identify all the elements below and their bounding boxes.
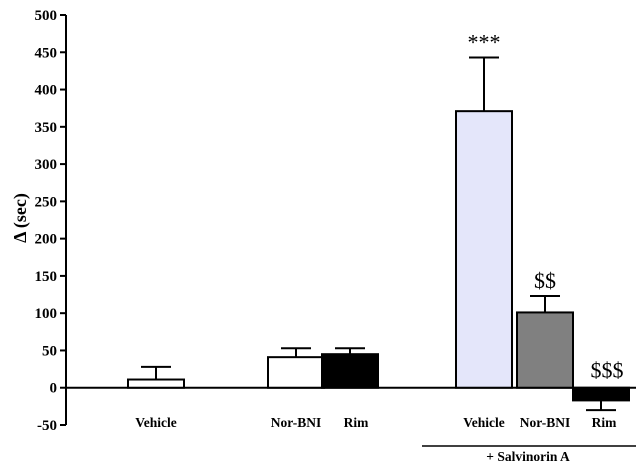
bar	[127, 378, 185, 389]
bar	[516, 311, 574, 389]
category-label: Vehicle	[135, 415, 177, 430]
y-tick-label: 200	[35, 232, 58, 248]
chart-bars	[127, 56, 630, 412]
y-tick-label: 50	[42, 343, 57, 359]
bar	[572, 386, 630, 402]
chart-labels: Vehicle Nor-BNI Rim Vehicle *** Nor-BNI $$ Rim $…	[135, 29, 623, 430]
y-axis-title: Δ (sec)	[10, 193, 31, 243]
y-tick-label: 450	[35, 45, 58, 61]
category-label: Rim	[344, 415, 370, 430]
significance-annotation: $$	[534, 268, 556, 293]
y-tick-label: 500	[35, 8, 58, 24]
y-tick-label: 0	[50, 381, 58, 397]
group-label: + Salvinorin A	[486, 449, 570, 464]
y-tick-label: 350	[35, 120, 58, 136]
bar	[455, 110, 513, 389]
category-label: Nor-BNI	[271, 415, 322, 430]
category-label: Rim	[592, 415, 618, 430]
significance-annotation: $$$	[591, 358, 624, 383]
bar	[267, 356, 325, 389]
significance-annotation: ***	[468, 29, 501, 54]
y-tick-label: 250	[35, 194, 58, 210]
y-tick-label: 400	[35, 83, 58, 99]
bar	[321, 353, 379, 389]
category-label: Vehicle	[463, 415, 505, 430]
category-label: Nor-BNI	[520, 415, 571, 430]
y-tick-label: 100	[35, 306, 58, 322]
y-tick-label: 150	[35, 269, 58, 285]
y-tick-label: 300	[35, 157, 58, 173]
y-tick-label: -50	[37, 418, 57, 434]
